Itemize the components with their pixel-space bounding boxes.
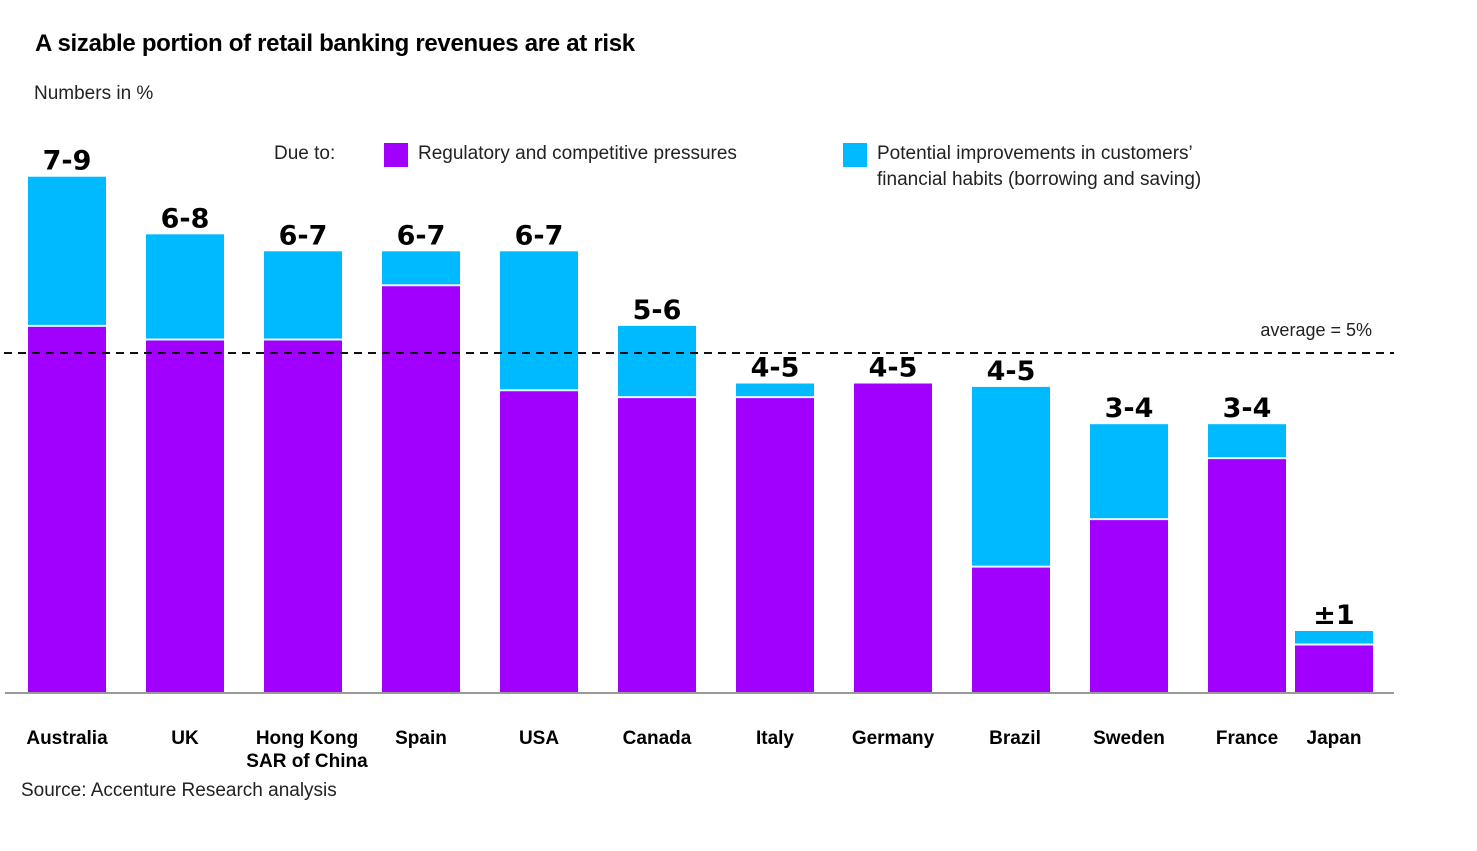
data-label: 4-5: [869, 353, 918, 384]
bar-segment-regulatory: [972, 566, 1050, 692]
bar-segment-habits: [382, 251, 460, 286]
chart-title: A sizable portion of retail banking reve…: [35, 30, 635, 57]
bar-segment-habits: [28, 176, 106, 326]
bar-segment-regulatory: [736, 397, 814, 692]
bar-segment-habits: [1090, 424, 1168, 520]
category-label: France: [1216, 728, 1278, 749]
average-label: average = 5%: [1260, 320, 1372, 340]
bar-segment-regulatory: [146, 339, 224, 692]
data-label: 6-7: [279, 220, 328, 251]
legend-lead: Due to:: [274, 143, 336, 164]
category-label: Hong Kong: [256, 728, 358, 749]
data-label: 3-4: [1223, 393, 1272, 424]
category-label: Italy: [756, 728, 794, 749]
bar-segment-habits: [146, 234, 224, 340]
legend-label-habits: Potential improvements in customers’ fin…: [877, 143, 1202, 190]
data-label: 6-7: [397, 220, 446, 251]
source-note: Source: Accenture Research analysis: [21, 780, 337, 801]
category-label: Spain: [395, 728, 447, 749]
category-label: SAR of China: [246, 751, 368, 772]
legend-swatch-regulatory: [384, 143, 408, 167]
category-label: Sweden: [1093, 728, 1165, 749]
data-label: ±1: [1313, 600, 1354, 631]
legend-label-regulatory: Regulatory and competitive pressures: [418, 143, 737, 164]
data-label: 5-6: [633, 295, 682, 326]
legend-item-regulatory: Regulatory and competitive pressures: [384, 141, 737, 167]
bar-segment-regulatory: [1208, 458, 1286, 692]
data-label: 4-5: [987, 356, 1036, 387]
bar-segment-regulatory: [382, 285, 460, 692]
bar-segment-regulatory: [618, 397, 696, 692]
legend-item-habits: Potential improvements in customers’ fin…: [843, 141, 1201, 193]
bar-segment-habits: [972, 386, 1050, 567]
legend-swatch-habits: [843, 143, 867, 167]
category-label: Brazil: [989, 728, 1041, 749]
bar-segment-habits: [736, 383, 814, 398]
data-label: 6-7: [515, 220, 564, 251]
category-label: UK: [171, 728, 199, 749]
category-label: Canada: [623, 728, 692, 749]
category-label: Japan: [1307, 728, 1362, 749]
bar-segment-regulatory: [500, 390, 578, 692]
data-label: 3-4: [1105, 393, 1154, 424]
bar-segment-regulatory: [264, 339, 342, 692]
bar-segment-habits: [618, 325, 696, 398]
bar-segment-regulatory: [1295, 644, 1373, 692]
bar-segment-regulatory: [1090, 519, 1168, 692]
bar-segment-regulatory: [28, 325, 106, 692]
bar-segment-habits: [1295, 630, 1373, 645]
data-label: 4-5: [751, 353, 800, 384]
category-label: USA: [519, 728, 559, 749]
chart-subtitle: Numbers in %: [34, 83, 154, 104]
data-label: 6-8: [161, 203, 210, 234]
bar-segment-habits: [264, 251, 342, 340]
bar-segment-habits: [500, 251, 578, 391]
category-label: Australia: [26, 728, 108, 749]
data-label: 7-9: [43, 146, 92, 177]
category-label: Germany: [852, 728, 935, 749]
bar-segment-regulatory: [854, 383, 932, 692]
bar-segment-habits: [1208, 424, 1286, 459]
